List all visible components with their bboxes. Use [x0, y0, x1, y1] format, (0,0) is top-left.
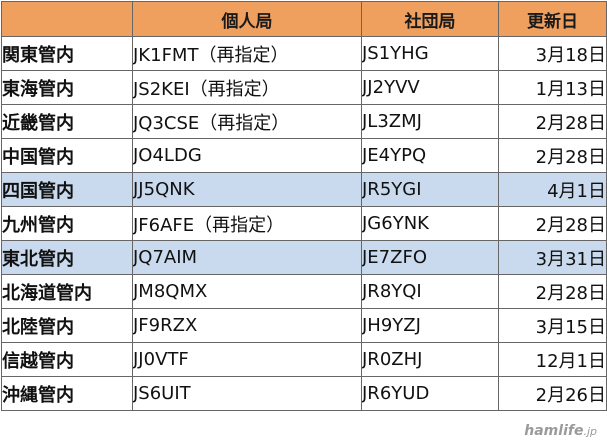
table-row: 中国管内 JO4LDG JE4YPQ 2月28日: [1, 138, 607, 173]
header-region: [1, 1, 133, 37]
callsign-table: 個人局 社団局 更新日 関東管内 JK1FMT（再指定） JS1YHG 3月18日 東海…: [1, 1, 607, 411]
header-update-date: 更新日: [498, 1, 607, 37]
club-callsign-cell: JR5YGI: [361, 172, 499, 207]
region-cell: 北陸管内: [1, 308, 133, 343]
table-row: 九州管内 JF6AFE（再指定） JG6YNK 2月28日: [1, 206, 607, 241]
header-club-station: 社団局: [361, 1, 499, 37]
update-date-cell: 12月1日: [498, 342, 607, 377]
club-callsign-cell: JH9YZJ: [361, 308, 499, 343]
logo-tld: .jp: [583, 425, 597, 438]
table-row: 北陸管内 JF9RZX JH9YZJ 3月15日: [1, 308, 607, 343]
table-header-row: 個人局 社団局 更新日: [1, 1, 607, 37]
personal-callsign-cell: JQ7AIM: [132, 240, 362, 275]
personal-callsign-cell: JQ3CSE（再指定）: [132, 104, 362, 139]
table-row: 関東管内 JK1FMT（再指定） JS1YHG 3月18日: [1, 36, 607, 71]
personal-callsign-cell: JM8QMX: [132, 274, 362, 309]
club-callsign-cell: JJ2YVV: [361, 70, 499, 105]
hamlife-logo: hamlife.jp: [524, 423, 597, 439]
region-cell: 東海管内: [1, 70, 133, 105]
club-callsign-cell: JE4YPQ: [361, 138, 499, 173]
region-cell: 北海道管内: [1, 274, 133, 309]
update-date-cell: 3月31日: [498, 240, 607, 275]
update-date-cell: 2月28日: [498, 274, 607, 309]
update-date-cell: 3月18日: [498, 36, 607, 71]
club-callsign-cell: JR0ZHJ: [361, 342, 499, 377]
table-row: 北海道管内 JM8QMX JR8YQI 2月28日: [1, 274, 607, 309]
update-date-cell: 2月28日: [498, 138, 607, 173]
region-cell: 東北管内: [1, 240, 133, 275]
club-callsign-cell: JS1YHG: [361, 36, 499, 71]
update-date-cell: 2月28日: [498, 206, 607, 241]
personal-callsign-cell: JJ5QNK: [132, 172, 362, 207]
club-callsign-cell: JR6YUD: [361, 376, 499, 411]
update-date-cell: 3月15日: [498, 308, 607, 343]
header-personal-station: 個人局: [132, 1, 362, 37]
personal-callsign-cell: JF6AFE（再指定）: [132, 206, 362, 241]
region-cell: 中国管内: [1, 138, 133, 173]
table-row: 東海管内 JS2KEI（再指定） JJ2YVV 1月13日: [1, 70, 607, 105]
table-row: 四国管内 JJ5QNK JR5YGI 4月1日: [1, 172, 607, 207]
personal-callsign-cell: JS6UIT: [132, 376, 362, 411]
region-cell: 近畿管内: [1, 104, 133, 139]
table-row: 信越管内 JJ0VTF JR0ZHJ 12月1日: [1, 342, 607, 377]
club-callsign-cell: JG6YNK: [361, 206, 499, 241]
update-date-cell: 4月1日: [498, 172, 607, 207]
table-row: 近畿管内 JQ3CSE（再指定） JL3ZMJ 2月28日: [1, 104, 607, 139]
region-cell: 関東管内: [1, 36, 133, 71]
personal-callsign-cell: JK1FMT（再指定）: [132, 36, 362, 71]
update-date-cell: 1月13日: [498, 70, 607, 105]
personal-callsign-cell: JO4LDG: [132, 138, 362, 173]
region-cell: 信越管内: [1, 342, 133, 377]
logo-name: hamlife: [524, 423, 584, 439]
region-cell: 九州管内: [1, 206, 133, 241]
club-callsign-cell: JE7ZFO: [361, 240, 499, 275]
personal-callsign-cell: JF9RZX: [132, 308, 362, 343]
update-date-cell: 2月26日: [498, 376, 607, 411]
table-row: 沖縄管内 JS6UIT JR6YUD 2月26日: [1, 376, 607, 411]
region-cell: 沖縄管内: [1, 376, 133, 411]
club-callsign-cell: JR8YQI: [361, 274, 499, 309]
personal-callsign-cell: JS2KEI（再指定）: [132, 70, 362, 105]
table-body: 関東管内 JK1FMT（再指定） JS1YHG 3月18日 東海管内 JS2KEI（再指定…: [1, 36, 607, 411]
update-date-cell: 2月28日: [498, 104, 607, 139]
club-callsign-cell: JL3ZMJ: [361, 104, 499, 139]
region-cell: 四国管内: [1, 172, 133, 207]
personal-callsign-cell: JJ0VTF: [132, 342, 362, 377]
table-row: 東北管内 JQ7AIM JE7ZFO 3月31日: [1, 240, 607, 275]
